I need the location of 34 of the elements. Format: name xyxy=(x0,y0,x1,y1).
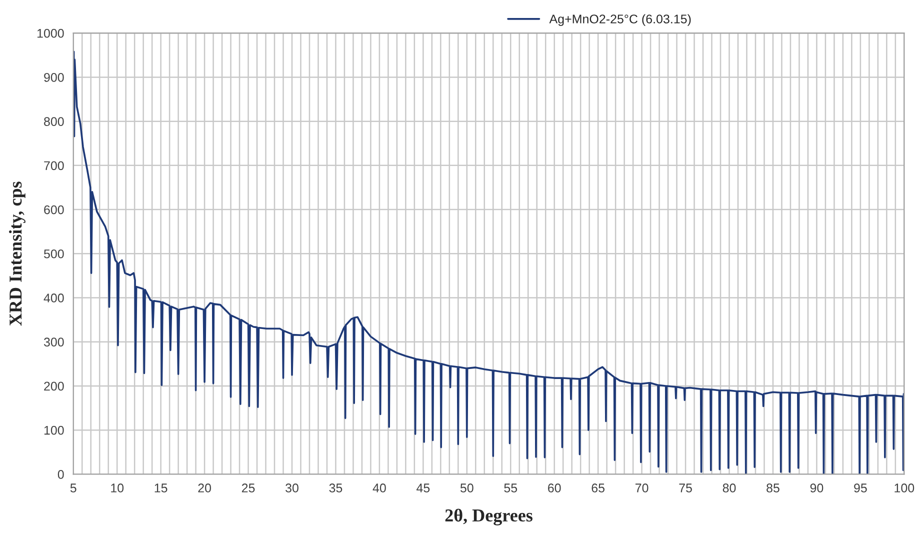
x-tick-label: 45 xyxy=(416,484,430,492)
y-tick-label: 900 xyxy=(44,73,64,82)
x-tick-label: 70 xyxy=(635,484,648,492)
x-tick-label: 15 xyxy=(154,484,168,492)
x-tick-label: 65 xyxy=(592,484,605,492)
x-tick-label: 10 xyxy=(111,484,124,492)
x-tick-label: 100 xyxy=(894,484,914,492)
y-axis-title: XRD Intensity, cps xyxy=(8,182,26,326)
y-tick-label: 800 xyxy=(44,117,64,126)
x-tick-label: 20 xyxy=(198,484,212,492)
y-tick-label: 1000 xyxy=(37,28,64,38)
x-tick-label: 55 xyxy=(504,484,518,492)
y-tick-label: 500 xyxy=(44,249,64,258)
x-tick-label: 50 xyxy=(460,484,474,492)
y-tick-label: 600 xyxy=(44,205,64,214)
y-tick-label: 700 xyxy=(44,161,64,170)
legend-label: Ag+MnO2-25°C (6.03.15) xyxy=(549,14,691,26)
x-tick-label: 90 xyxy=(810,484,824,492)
x-tick-label: 85 xyxy=(766,484,780,492)
x-tick-label: 5 xyxy=(70,484,76,492)
x-tick-label: 35 xyxy=(329,484,342,492)
x-tick-label: 60 xyxy=(548,484,561,492)
x-tick-label: 40 xyxy=(372,484,386,492)
y-tick-label: 100 xyxy=(44,426,64,435)
x-tick-label: 30 xyxy=(286,484,298,492)
x-tick-label: 25 xyxy=(242,484,255,492)
x-axis-title: 2θ, Degrees xyxy=(445,508,532,526)
x-tick-label: 95 xyxy=(854,484,867,492)
x-tick-label: 80 xyxy=(722,484,736,492)
y-tick-label: 0 xyxy=(58,470,64,479)
x-tick-label: 75 xyxy=(679,484,692,492)
y-tick-label: 200 xyxy=(44,382,64,391)
y-tick-label: 300 xyxy=(44,338,64,347)
y-tick-label: 400 xyxy=(44,294,64,302)
